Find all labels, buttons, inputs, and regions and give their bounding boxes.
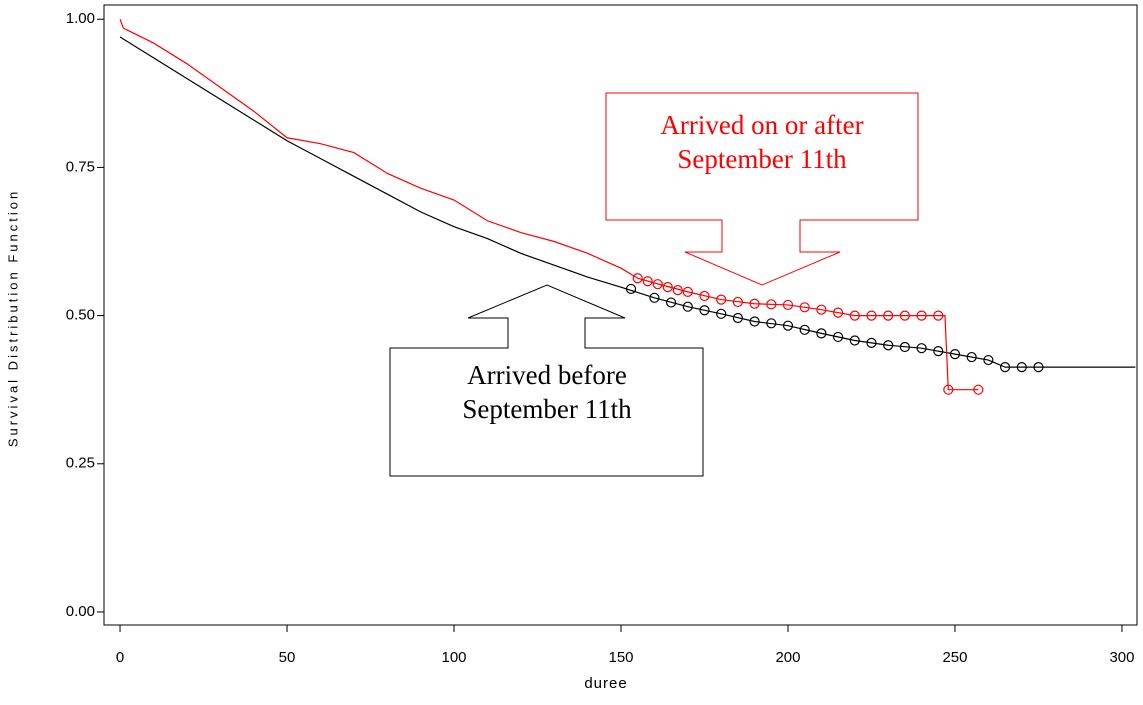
annotation: Arrived before [467,360,627,390]
x-tick-label: 0 [116,649,124,666]
annotation: September 11th [462,394,632,424]
censor-marker [883,340,894,351]
censor-marker [933,310,944,321]
censor-marker [662,282,673,293]
censor-marker [943,384,954,395]
censor-marker [732,296,743,308]
censor-marker [665,297,677,308]
censor-marker [649,292,660,303]
censor-marker [799,324,810,335]
x-axis-label: duree [584,675,627,692]
censor-marker [699,290,710,302]
censor-marker [1016,362,1027,373]
censor-marker [699,305,710,316]
censor-marker [749,298,760,309]
censor-marker [832,331,844,343]
x-tick-label: 200 [775,649,800,666]
survival-line [119,19,979,391]
censor-marker [966,351,977,363]
censor-marker [625,283,637,295]
censor-marker [782,320,794,331]
censor-marker [866,337,877,348]
censor-marker [799,302,810,313]
censor-marker [949,349,961,360]
y-tick-label: 0.00 [66,603,95,620]
censor-marker [716,308,727,319]
x-tick-label: 300 [1109,649,1134,666]
annotation: September 11th [677,144,847,174]
y-tick-label: 1.00 [66,10,95,27]
censor-marker [916,343,927,354]
censor-marker [883,310,894,321]
censor-marker [916,310,927,321]
x-tick-label: 150 [608,649,633,666]
censor-marker [899,310,910,321]
plot-frame [103,4,1138,626]
censor-marker [682,301,693,312]
censor-marker [716,294,727,305]
censor-marker [766,318,777,329]
censor-marker [933,346,944,357]
censor-marker [816,304,827,315]
annotation: Arrived on or after [660,110,863,140]
censor-marker [632,273,643,284]
censor-marker [983,354,994,366]
censor-marker [766,299,777,310]
survival-line [119,36,1136,368]
censor-marker [899,341,910,353]
censor-marker [866,310,877,321]
censor-marker [849,310,860,321]
censor-marker [749,316,760,327]
callout-black [389,284,704,477]
callout-red [605,92,919,286]
censor-marker [672,285,683,296]
x-tick-label: 100 [441,649,466,666]
censor-marker [832,307,844,318]
censor-marker [652,279,663,290]
y-axis-label: Survival Distribution Function [5,189,20,447]
y-tick-label: 0.50 [66,307,95,324]
censor-marker [849,335,860,346]
censor-marker [816,328,827,339]
censor-marker [732,312,743,324]
x-tick-label: 250 [942,649,967,666]
x-tick-label: 50 [279,649,296,666]
censor-marker [999,362,1011,373]
censor-marker [1033,362,1044,373]
censor-marker [642,276,653,287]
y-tick-label: 0.25 [66,455,95,472]
censor-marker [682,286,693,297]
y-tick-label: 0.75 [66,158,95,175]
censor-marker [973,384,984,395]
censor-marker [782,299,794,311]
